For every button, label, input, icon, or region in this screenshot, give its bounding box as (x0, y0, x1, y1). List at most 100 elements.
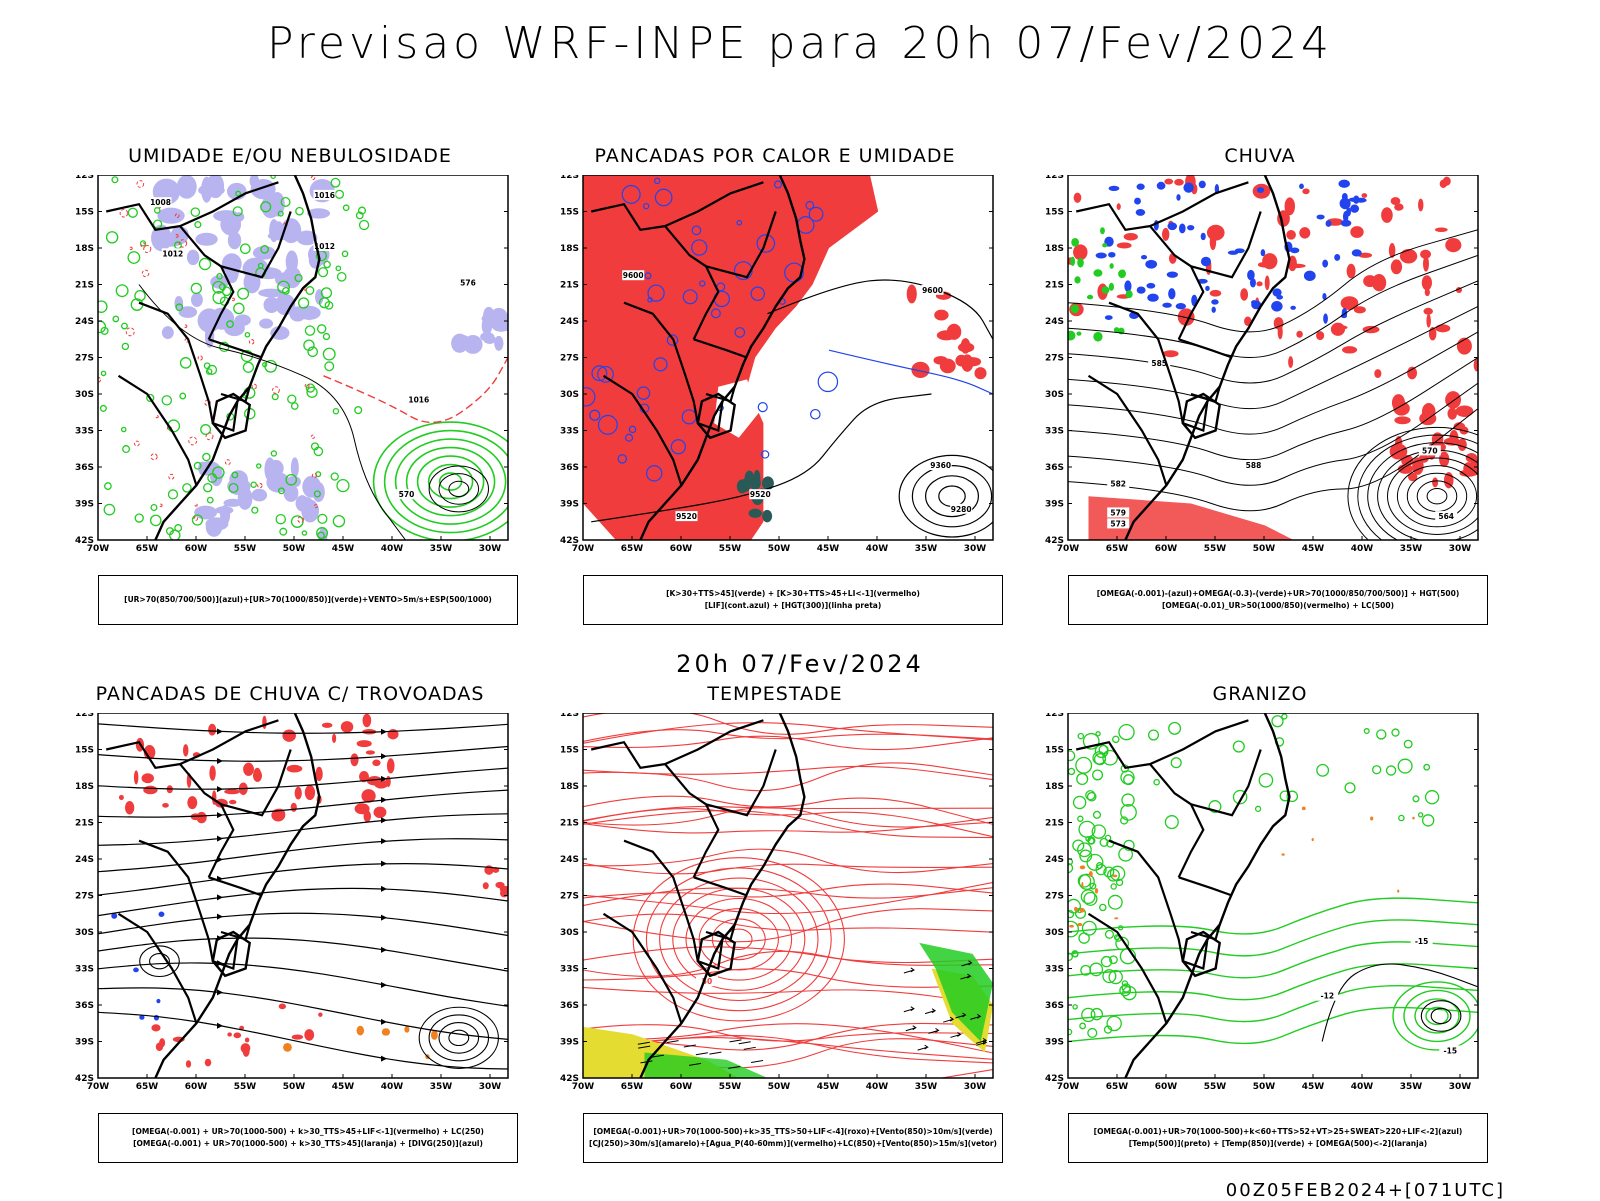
humidity-blue-area (156, 183, 166, 196)
temp850-green-contour (1077, 732, 1085, 740)
temp850-green-contour (1092, 810, 1102, 819)
storm-red-area (290, 802, 297, 813)
legend-pancadas-calor: [K>30+TTS>45](verde) + [K>30+TTS>45+LI<-… (583, 575, 1003, 625)
contour-label-bg (395, 489, 418, 500)
lifted-index-contour (647, 284, 665, 302)
thickness-contour (129, 246, 133, 251)
contour-label: 576 (460, 279, 476, 288)
instability-green-area (761, 476, 774, 491)
humidity-green-contour (103, 482, 112, 490)
temp850-green-contour (1385, 765, 1397, 776)
humidity-green-contour (316, 324, 327, 334)
temp850-green-contour (1068, 963, 1478, 1001)
contour-label: 9360 (930, 461, 951, 470)
humidity-green-contour (287, 394, 297, 404)
lon-tick-label: 65W (136, 1082, 159, 1092)
rain-red-area (1286, 230, 1296, 240)
lon-tick-label: 40W (1351, 1082, 1374, 1092)
contour-label-bg (675, 511, 698, 522)
temp850-green-contour (1102, 969, 1117, 984)
rain-blue-area (1176, 194, 1181, 201)
humidity-green-contour (324, 300, 334, 310)
rain-red-area (1162, 227, 1170, 241)
rain-red-area (1455, 405, 1474, 417)
lat-tick-label: 18S (560, 782, 579, 792)
temp850-green-contour (1119, 984, 1132, 997)
legend-chuva: [OMEGA(-0.001)-(azul)+OMEGA(-0.3)-(verde… (1068, 575, 1488, 625)
coastline (639, 175, 806, 540)
wind-streamline (98, 789, 508, 818)
flow-arrow (217, 913, 223, 920)
panel-title: CHUVA (1224, 145, 1296, 167)
lat-tick-label: 27S (75, 354, 94, 364)
rain-blue-area (1108, 185, 1120, 191)
contour-label: -15 (1444, 1046, 1458, 1055)
height-contour (1357, 434, 1478, 540)
contour-label: 9600 (922, 286, 943, 295)
rain-blue-area (1140, 254, 1148, 260)
omega-orange-area (1412, 816, 1415, 820)
humidity-green-contour (301, 530, 308, 536)
thickness-contour (174, 234, 179, 238)
lat-tick-label: 18S (75, 244, 94, 254)
humidity-green-contour (169, 529, 181, 540)
humidity-green-contour (298, 297, 310, 309)
thickness-contour (194, 503, 198, 507)
humidity-green-contour (251, 506, 259, 514)
lifted-index-contour (733, 261, 753, 281)
country-border (179, 719, 279, 766)
coastline (154, 175, 321, 540)
humidity-green-contour (275, 513, 286, 525)
flow-arrow (217, 1022, 223, 1029)
precipitable-water-contour (583, 887, 993, 907)
divergence-blue (158, 911, 165, 917)
height-contour (1367, 442, 1478, 540)
lat-tick-label: 30S (75, 390, 94, 400)
rain-blue-area (1104, 315, 1113, 320)
contour-label-bg (1435, 511, 1458, 522)
rain-green-area (1093, 331, 1103, 342)
storm-red-area (224, 789, 241, 795)
precipitable-water-contour (583, 735, 993, 751)
lat-tick-label: 24S (75, 855, 94, 865)
temp850-green-contour (1089, 882, 1097, 890)
temp850-green-contour (1363, 728, 1370, 735)
humidity-green-contour (212, 280, 226, 294)
lat-tick-label: 36S (1045, 463, 1064, 473)
rain-red-area (1394, 416, 1411, 425)
lat-tick-label: 33S (1045, 427, 1064, 437)
lat-tick-label: 27S (1045, 354, 1064, 364)
contour-label-bg (457, 277, 479, 288)
instability-red-area (583, 175, 879, 540)
omega-orange-area (1088, 870, 1093, 877)
temp850-green-contour (1110, 883, 1117, 890)
lat-tick-label: 30S (1045, 390, 1064, 400)
rain-red-area (1459, 469, 1478, 477)
lat-tick-label: 24S (560, 855, 579, 865)
precipitable-water-contour (583, 762, 993, 792)
thickness-contour (136, 180, 145, 188)
rain-red-area (1397, 464, 1413, 474)
temp850-green-contour (1344, 782, 1356, 794)
lon-tick-label: 70W (572, 1082, 595, 1092)
rain-red-area (1426, 314, 1431, 328)
map-umidade: 1008 1012 1016 1012 1016 570 576 12S 15S 18S 21S 24… (75, 175, 509, 554)
humidity-green-contour (322, 347, 336, 361)
flow-arrow (381, 860, 387, 867)
lon-tick-label: 55W (719, 544, 742, 554)
lon-tick-label: 60W (1155, 1082, 1178, 1092)
humidity-green-contour (120, 426, 127, 433)
lon-tick-label: 60W (185, 1082, 208, 1092)
humidity-blue-area (251, 488, 268, 502)
lon-tick-label: 50W (1253, 1082, 1276, 1092)
panel-chuva: CHUVA 585 582 579 573 588 570 564 12S 15S 18S 21S 2… (1025, 145, 1495, 625)
contour-label: 1016 (314, 191, 335, 200)
contour-label: 588 (1246, 461, 1262, 470)
lon-tick-label: 70W (572, 544, 595, 554)
lat-tick-label: 18S (75, 782, 94, 792)
rain-blue-area (1334, 254, 1341, 261)
rain-blue-area (1260, 249, 1266, 257)
lifted-index-contour (756, 234, 776, 253)
